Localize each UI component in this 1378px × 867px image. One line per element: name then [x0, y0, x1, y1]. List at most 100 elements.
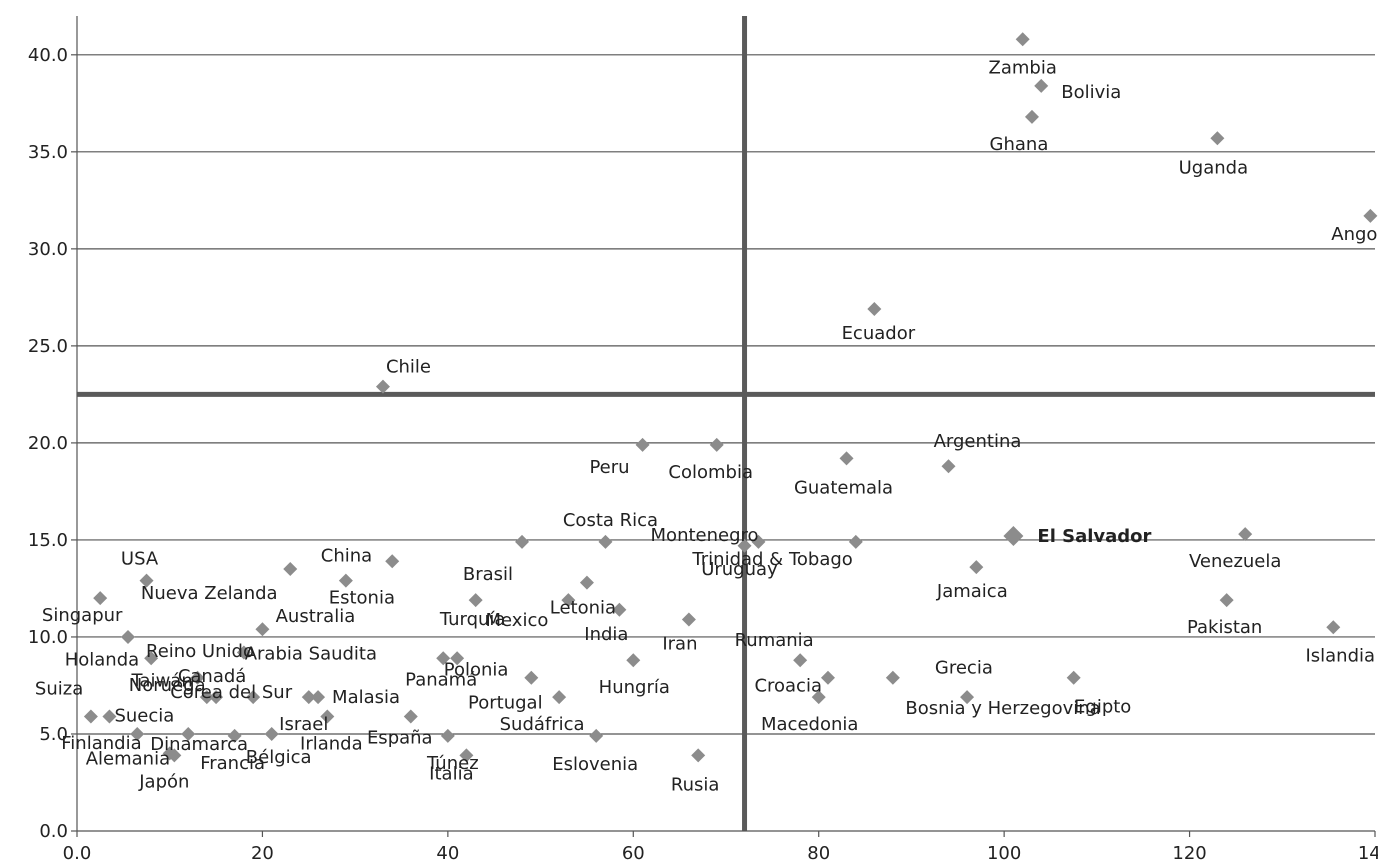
x-tick-label: 40 — [436, 843, 459, 864]
point-label-iran: Iran — [662, 633, 697, 654]
point-marker-grecia — [885, 670, 900, 685]
point-marker-holanda — [144, 651, 159, 666]
point-marker-tunez — [440, 728, 455, 743]
point-marker-jamaica — [969, 560, 984, 575]
point-label-irlanda: Irlanda — [300, 734, 363, 755]
point-marker-singapur — [93, 591, 108, 606]
point-label-australia: Australia — [276, 606, 356, 627]
point-marker-ghana — [1024, 109, 1039, 124]
point-marker-hungria — [626, 653, 641, 668]
point-label-espana: España — [367, 728, 433, 749]
point-label-canada: Canadá — [178, 666, 247, 687]
x-tick-label: 0.0 — [63, 843, 92, 864]
point-label-panama: Panamá — [405, 669, 477, 690]
point-label-malasia: Malasia — [332, 687, 400, 708]
grid-lines — [77, 54, 1375, 735]
point-label-letonia: Letonia — [550, 598, 616, 619]
point-marker-panama — [436, 651, 451, 666]
point-label-belgica: Bélgica — [246, 747, 312, 768]
point-label-chile: Chile — [386, 357, 431, 378]
y-tick-label: 30.0 — [28, 239, 68, 260]
point-label-ghana: Ghana — [990, 134, 1049, 155]
point-marker-japon — [167, 748, 182, 763]
point-label-ecuador: Ecuador — [842, 323, 916, 344]
point-marker-montenegro — [737, 538, 752, 553]
point-marker-polonia — [450, 651, 465, 666]
y-tick-label: 0.0 — [39, 821, 68, 842]
point-marker-arabia-saudita — [236, 645, 251, 660]
point-marker-dinamarca — [181, 726, 196, 741]
data-points — [83, 32, 1378, 763]
point-marker-rusia — [691, 748, 706, 763]
x-tick-label: 60 — [622, 843, 645, 864]
point-marker-nueva-zelanda — [283, 562, 298, 577]
point-marker-turquia — [468, 593, 483, 608]
point-label-suecia: Suecia — [114, 706, 174, 727]
point-marker-islandia — [1326, 620, 1341, 635]
point-label-guatemala: Guatemala — [794, 477, 893, 498]
point-label-argentina: Argentina — [934, 431, 1022, 452]
y-tick-label: 15.0 — [28, 530, 68, 551]
point-label-japon: Japón — [138, 771, 189, 792]
point-label-el-salvador: El Salvador — [1037, 526, 1151, 547]
tick-labels: 0.0 5.0 10.0 15.0 20.0 25.0 30.0 35.0 40.0 0.0 20 4… — [28, 45, 1378, 864]
point-label-francia: Francia — [200, 753, 265, 774]
point-label-holanda: Holanda — [65, 649, 139, 670]
point-label-israel: Israel — [279, 714, 328, 735]
point-marker-italia — [459, 748, 474, 763]
point-marker-irlanda — [320, 709, 335, 724]
point-label-eslovenia: Eslovenia — [552, 754, 638, 775]
point-marker-australia — [255, 622, 270, 637]
y-tick-label: 10.0 — [28, 627, 68, 648]
point-marker-uganda — [1210, 131, 1225, 146]
point-marker-malasia — [311, 690, 326, 705]
point-label-croacia: Croacia — [754, 676, 822, 697]
point-marker-reino-unido — [120, 629, 135, 644]
point-label-egipto: Egipto — [1074, 697, 1131, 718]
point-marker-belgica — [264, 726, 279, 741]
point-marker-brasil — [515, 534, 530, 549]
point-marker-chile — [375, 379, 390, 394]
point-marker-bosnia-y-herzegovina — [960, 690, 975, 705]
point-label-peru: Peru — [589, 457, 629, 478]
x-tick-label: 100 — [987, 843, 1021, 864]
point-marker-espana — [403, 709, 418, 724]
point-label-venezuela: Venezuela — [1189, 551, 1281, 572]
point-marker-el-salvador — [1003, 526, 1024, 547]
point-label-costa-rica: Costa Rica — [563, 510, 658, 531]
point-marker-taiwan — [190, 670, 205, 685]
point-marker-finlandia — [130, 726, 145, 741]
point-label-turquia: Turquía — [439, 609, 506, 630]
point-marker-suiza — [83, 709, 98, 724]
axes — [71, 16, 1376, 837]
point-marker-ecuador — [867, 302, 882, 317]
point-label-singapur: Singapur — [42, 605, 123, 626]
point-label-india: India — [584, 624, 628, 645]
point-label-bolivia: Bolivia — [1061, 82, 1121, 103]
point-marker-colombia — [709, 437, 724, 452]
point-label-bosnia-y-herzegovina: Bosnia y Herzegovina — [905, 698, 1100, 719]
point-label-polonia: Polonia — [444, 659, 509, 680]
point-marker-zambia — [1015, 32, 1030, 47]
point-label-alemania: Alemania — [86, 748, 170, 769]
point-marker-eslovenia — [589, 728, 604, 743]
point-label-hungria: Hungría — [599, 677, 670, 698]
point-marker-uruguay — [751, 534, 766, 549]
point-label-colombia: Colombia — [668, 462, 753, 483]
point-marker-china — [385, 554, 400, 569]
point-marker-letonia — [579, 575, 594, 590]
point-marker-usa — [139, 573, 154, 588]
point-label-macedonia: Macedonia — [761, 714, 858, 735]
x-tick-label: 140 — [1358, 843, 1378, 864]
point-label-portugal: Portugal — [468, 693, 543, 714]
point-label-reino-unido: Reino Unido — [146, 641, 254, 662]
point-marker-egipto — [1066, 670, 1081, 685]
point-label-uganda: Uganda — [1179, 157, 1249, 178]
reference-lines — [77, 16, 1375, 831]
point-label-corea-del-sur: Corea del Sur — [170, 682, 292, 703]
point-label-arabia-saudita: Arabia Saudita — [245, 643, 377, 664]
y-tick-label: 25.0 — [28, 336, 68, 357]
point-label-jamaica: Jamaica — [936, 581, 1008, 602]
